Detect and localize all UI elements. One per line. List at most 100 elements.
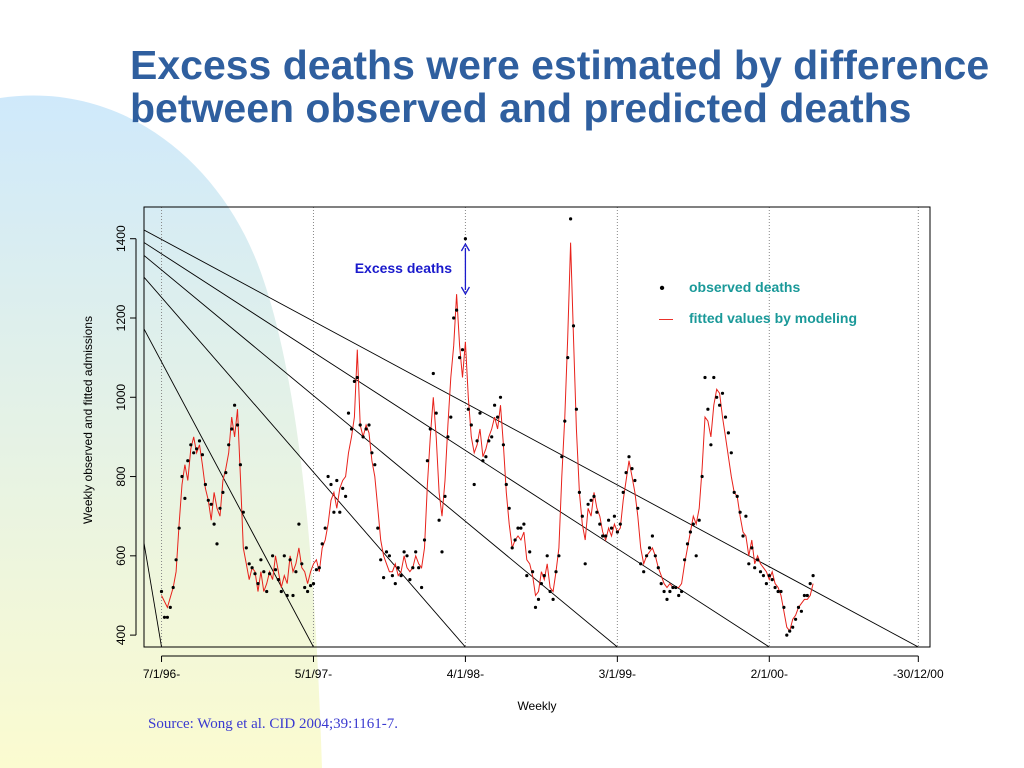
observed-point xyxy=(180,474,184,479)
observed-point xyxy=(668,589,672,594)
observed-point xyxy=(402,550,406,554)
observed-point xyxy=(262,570,266,574)
observed-point xyxy=(507,506,511,510)
observed-point xyxy=(472,482,476,487)
observed-point xyxy=(761,574,766,578)
observed-point xyxy=(504,482,508,487)
observed-point xyxy=(592,494,596,498)
observed-point xyxy=(408,578,412,582)
observed-point xyxy=(390,574,394,578)
x-tick-label: 3/1/99- xyxy=(599,667,636,681)
source-citation: Source: Wong et al. CID 2004;39:1161-7. xyxy=(148,716,399,732)
observed-point xyxy=(735,494,739,498)
observed-point xyxy=(428,427,432,431)
observed-point xyxy=(437,518,441,522)
observed-point xyxy=(487,439,491,443)
observed-point xyxy=(422,538,427,542)
observed-point xyxy=(373,463,377,467)
observed-point xyxy=(571,324,576,328)
observed-point xyxy=(443,494,447,498)
observed-point xyxy=(335,478,339,483)
legend-fitted-label: fitted values by modeling xyxy=(689,310,857,326)
observed-point xyxy=(615,530,620,534)
observed-point xyxy=(200,453,204,457)
observed-point xyxy=(268,572,272,576)
observed-point xyxy=(630,467,634,471)
observed-point xyxy=(665,597,669,602)
observed-point xyxy=(738,510,742,514)
x-tick-label: 4/1/98- xyxy=(447,667,484,681)
observed-point xyxy=(230,427,234,431)
observed-point xyxy=(259,558,263,562)
observed-point xyxy=(247,562,251,566)
observed-point xyxy=(618,522,622,526)
observed-point xyxy=(466,407,470,411)
excess-deaths-annotation: Excess deaths xyxy=(355,242,470,296)
fitted-line xyxy=(161,242,814,633)
observed-point xyxy=(235,423,240,427)
observed-point xyxy=(624,471,628,475)
observed-point xyxy=(370,451,374,455)
reference-line xyxy=(144,241,770,647)
observed-point xyxy=(332,510,336,514)
observed-point xyxy=(712,375,716,380)
observed-point xyxy=(723,415,728,419)
observed-point xyxy=(346,411,351,415)
observed-point xyxy=(586,502,590,506)
observed-point xyxy=(452,316,456,320)
x-tick-label: 5/1/97- xyxy=(295,667,332,681)
observed-point xyxy=(691,522,695,526)
observed-point xyxy=(621,490,625,494)
y-axis-label: Weekly observed and fitted admissions xyxy=(81,316,95,524)
excess-deaths-label: Excess deaths xyxy=(355,260,452,276)
observed-point xyxy=(545,554,549,558)
observed-point xyxy=(425,459,429,463)
observed-point xyxy=(282,554,286,558)
observed-point xyxy=(233,403,237,407)
observed-point xyxy=(478,411,482,415)
observed-point xyxy=(589,498,593,502)
observed-point xyxy=(238,463,242,467)
observed-point xyxy=(440,550,444,554)
observed-point xyxy=(215,542,219,546)
observed-point xyxy=(750,546,754,550)
observed-point xyxy=(434,411,438,415)
observed-point xyxy=(458,356,462,360)
observed-point xyxy=(647,546,652,550)
observed-point xyxy=(206,498,210,502)
observed-point xyxy=(557,554,561,558)
observed-point xyxy=(174,558,178,562)
observed-point xyxy=(338,510,342,514)
observed-point xyxy=(387,554,391,558)
observed-point xyxy=(297,522,301,526)
observed-point xyxy=(414,550,418,554)
observed-point xyxy=(744,514,748,518)
observed-point xyxy=(700,474,704,479)
observed-point xyxy=(265,589,269,594)
observed-point xyxy=(659,582,663,586)
observed-point xyxy=(358,423,362,427)
y-tick-label: 1200 xyxy=(114,304,128,331)
observed-point xyxy=(776,589,780,594)
observed-point xyxy=(720,391,725,395)
observed-point xyxy=(498,395,503,399)
observed-point xyxy=(244,546,248,550)
observed-point xyxy=(560,455,564,459)
observed-point xyxy=(694,554,698,558)
reference-line xyxy=(144,540,162,647)
observed-point xyxy=(361,435,365,439)
x-tick-label: 2/1/00- xyxy=(751,667,788,681)
observed-point xyxy=(165,615,169,619)
fitted-line-layer xyxy=(161,242,814,633)
observed-point xyxy=(685,542,690,546)
observed-point xyxy=(189,443,193,447)
observed-point xyxy=(566,356,570,360)
observed-point xyxy=(726,431,731,435)
observed-point xyxy=(688,530,693,534)
observed-point xyxy=(758,570,763,574)
legend-observed-label: observed deaths xyxy=(689,279,800,295)
observed-point xyxy=(563,419,567,423)
observed-point xyxy=(551,597,555,602)
observed-point xyxy=(455,308,459,312)
